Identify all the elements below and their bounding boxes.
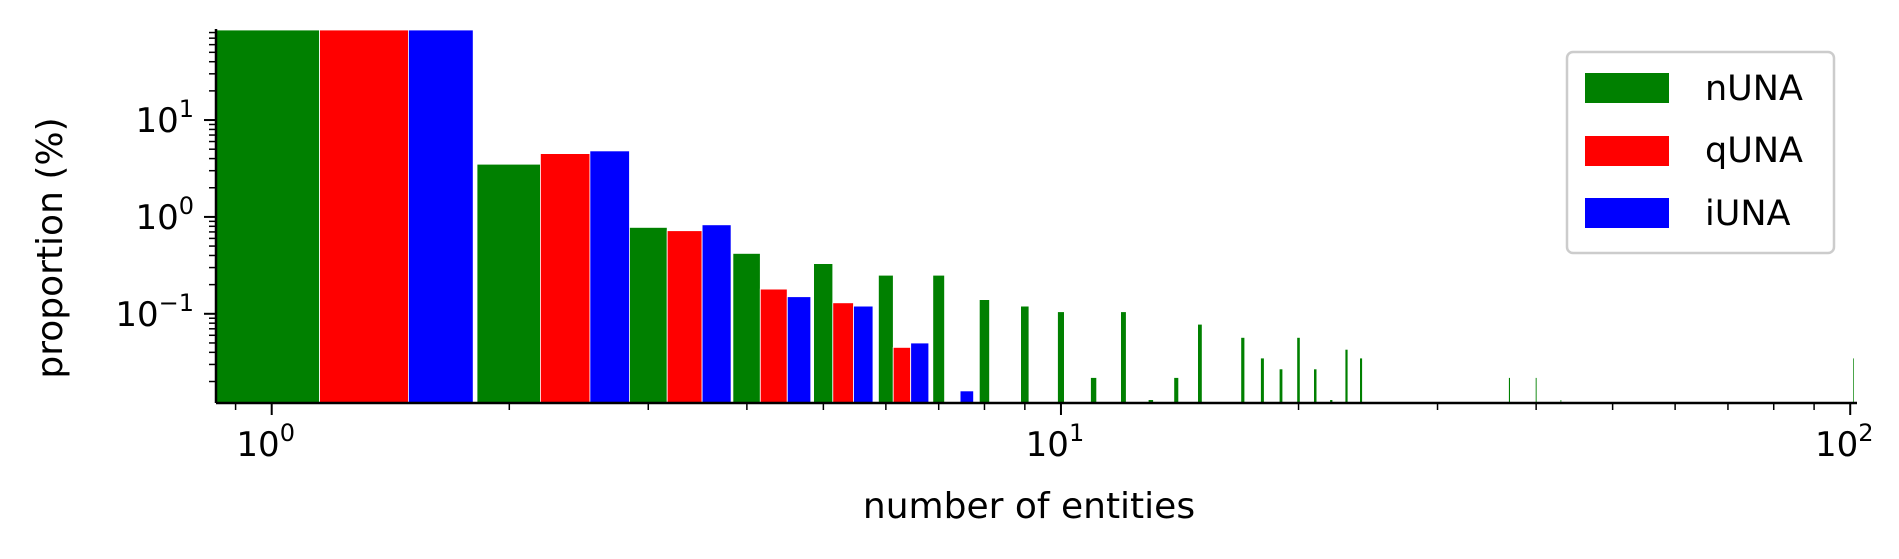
legend-label-iuna: iUNA — [1705, 194, 1791, 234]
bar-nuna-21 — [1344, 348, 1349, 404]
bars-layer — [215, 29, 1855, 404]
bar-quna-2 — [666, 230, 703, 404]
bar-nuna-26 — [1852, 357, 1855, 404]
y-tick-label: 10−1 — [115, 289, 194, 335]
bar-nuna-18 — [1296, 336, 1301, 404]
y-tick-label: 101 — [135, 95, 194, 141]
bar-iuna-0 — [407, 29, 474, 404]
bar-nuna-24 — [1534, 377, 1538, 404]
bar-nuna-17 — [1278, 368, 1284, 404]
bar-nuna-1 — [476, 163, 541, 404]
bar-iuna-2 — [701, 224, 732, 404]
bar-nuna-15 — [1240, 336, 1246, 404]
bar-nuna-8 — [1020, 305, 1030, 404]
bar-iuna-5 — [910, 342, 930, 404]
y-axis-label: proportion (%) — [30, 117, 71, 378]
legend-swatch-nuna — [1585, 73, 1669, 103]
bar-iuna-1 — [589, 150, 630, 404]
bar-nuna-0 — [215, 29, 320, 404]
legend-label-nuna: nUNA — [1705, 69, 1803, 109]
bar-nuna-14 — [1197, 323, 1203, 404]
bar-nuna-9 — [1057, 311, 1065, 404]
x-tick-label: 100 — [236, 419, 295, 465]
bar-iuna-3 — [786, 296, 812, 404]
bar-quna-0 — [319, 29, 409, 404]
bar-quna-4 — [832, 302, 854, 404]
bar-iuna-4 — [853, 305, 874, 404]
legend-swatch-iuna — [1585, 198, 1669, 228]
bar-nuna-6 — [932, 274, 945, 404]
bar-nuna-23 — [1508, 377, 1511, 404]
x-tick-label: 102 — [1815, 419, 1874, 465]
bar-nuna-2 — [627, 226, 668, 404]
bar-nuna-13 — [1173, 377, 1180, 404]
bar-quna-3 — [759, 288, 788, 404]
bar-nuna-16 — [1260, 357, 1265, 404]
ticks-layer: 100 101 102 101 100 10−1 — [115, 31, 1874, 465]
bar-nuna-10 — [1090, 377, 1098, 404]
y-tick-label: 100 — [135, 192, 194, 238]
bar-nuna-4 — [813, 263, 834, 404]
x-tick-label: 101 — [1026, 419, 1085, 465]
bar-nuna-19 — [1313, 368, 1318, 404]
bar-nuna-3 — [732, 252, 761, 404]
bar-quna-1 — [540, 153, 591, 404]
legend-swatch-quna — [1585, 136, 1669, 166]
legend-label-quna: qUNA — [1705, 131, 1803, 171]
x-axis-label: number of entities — [863, 486, 1195, 527]
bar-nuna-5 — [878, 274, 894, 404]
bar-nuna-7 — [978, 299, 990, 404]
bar-nuna-22 — [1359, 357, 1363, 404]
bar-iuna-6 — [959, 390, 974, 404]
legend: nUNA qUNA iUNA — [1565, 50, 1836, 255]
bar-nuna-11 — [1120, 311, 1127, 404]
bar-quna-5 — [892, 346, 912, 404]
